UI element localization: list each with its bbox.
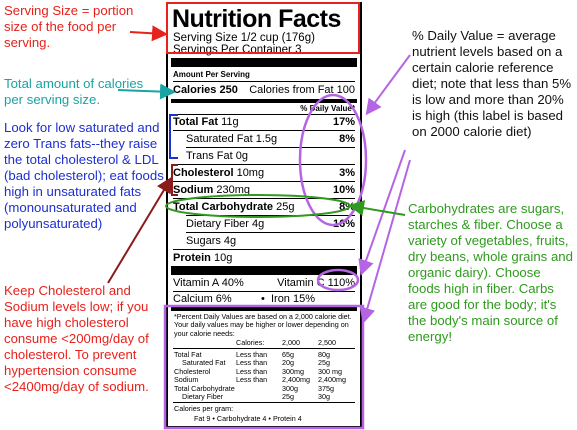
footnote-table-row: Saturated Fat Less than 20g 25g [182, 358, 330, 368]
divider [173, 81, 355, 82]
nutrient-row: Sugars 4g [186, 235, 237, 247]
calories-per-gram: Calories per gram: [174, 404, 234, 413]
dv-arrow-3 [359, 159, 411, 324]
divider [186, 215, 355, 216]
nutrient-row: Sodium 230mg 10% [173, 184, 355, 196]
footnote-table-row: Total Carbohydrate 300g 375g [174, 383, 334, 393]
thick-divider [171, 58, 357, 67]
minerals-row: Calcium 6% • Iron 15% [173, 293, 315, 305]
thick-divider [171, 266, 357, 275]
label-title: Nutrition Facts [172, 5, 341, 33]
carbs-arrow [348, 200, 406, 216]
carbs-ellipse [165, 194, 351, 218]
dv-arrow-1 [365, 54, 411, 116]
cholesterol-arrow [107, 176, 173, 284]
serving-annotation: Serving Size = portion size of the food … [4, 3, 134, 50]
divider [186, 147, 355, 148]
cholesterol-bracket [171, 164, 178, 196]
divider [173, 348, 355, 349]
calories-per-gram-values: Fat 9 • Carbohydrate 4 • Protein 4 [194, 414, 302, 423]
calories-fat: Calories from Fat 100 [249, 84, 355, 96]
divider [173, 249, 355, 250]
footnote-box [163, 304, 365, 430]
vitamin-c-ellipse [316, 268, 360, 292]
amount-per-serving: Amount Per Serving [173, 70, 250, 79]
divider [186, 232, 355, 233]
divider [173, 164, 355, 165]
serving-size: Serving Size 1/2 cup (176g) [173, 32, 315, 44]
calories-value: Calories 250 [173, 84, 238, 96]
divider [173, 198, 355, 199]
calories-row: Calories 250 Calories from Fat 100 [173, 84, 355, 96]
fats-annotation: Look for low saturated and zero Trans fa… [4, 120, 164, 231]
divider [173, 181, 355, 182]
footnote-table-row: Total Fat Less than 65g 80g [174, 350, 330, 359]
nutrient-row: Saturated Fat 1.5g 8% [186, 133, 355, 145]
daily-value-annotation: % Daily Value = average nutrient levels … [412, 28, 572, 139]
footnote-table-row: Sodium Less than 2,400mg 2,400mg [174, 375, 346, 385]
carbs-annotation: Carbohydrates are sugars, starches & fib… [408, 201, 573, 344]
calories-annotation: Total amount of calories per serving siz… [4, 76, 144, 107]
footnote-table-row: Dietary Fiber 25g 30g [182, 392, 330, 401]
footnote: *Percent Daily Values are based on a 2,0… [174, 312, 352, 338]
nutrient-row: Total Fat 11g 17% [173, 116, 355, 128]
footnote-table-header: Calories: 2,000 2,500 [236, 338, 336, 347]
nutrient-row: Dietary Fiber 4g 16% [186, 218, 355, 230]
nutrition-facts-label: Nutrition Facts Serving Size 1/2 cup (17… [166, 2, 362, 428]
calories-arrow [117, 83, 176, 100]
footnote-table-row: Cholesterol Less than 300mg 300 mg [174, 366, 342, 376]
serving-arrow [129, 25, 168, 42]
medium-divider [171, 307, 357, 311]
nutrient-row: Trans Fat 0g [186, 150, 248, 162]
dv-header: % Daily Value* [300, 104, 355, 113]
vitamins-row: Vitamin A 40% Vitamin C 110% [173, 277, 355, 289]
medium-divider [171, 99, 357, 103]
daily-value-ellipse [298, 93, 368, 227]
fats-bracket [169, 114, 178, 159]
divider [173, 402, 355, 403]
divider [173, 114, 355, 115]
nutrient-row: Cholesterol 10mg 3% [173, 167, 355, 179]
cholesterol-annotation: Keep Cholesterol and Sodium levels low; … [4, 283, 149, 394]
divider [173, 130, 355, 131]
nutrient-row: Protein 10g [173, 252, 233, 264]
divider [173, 291, 355, 292]
